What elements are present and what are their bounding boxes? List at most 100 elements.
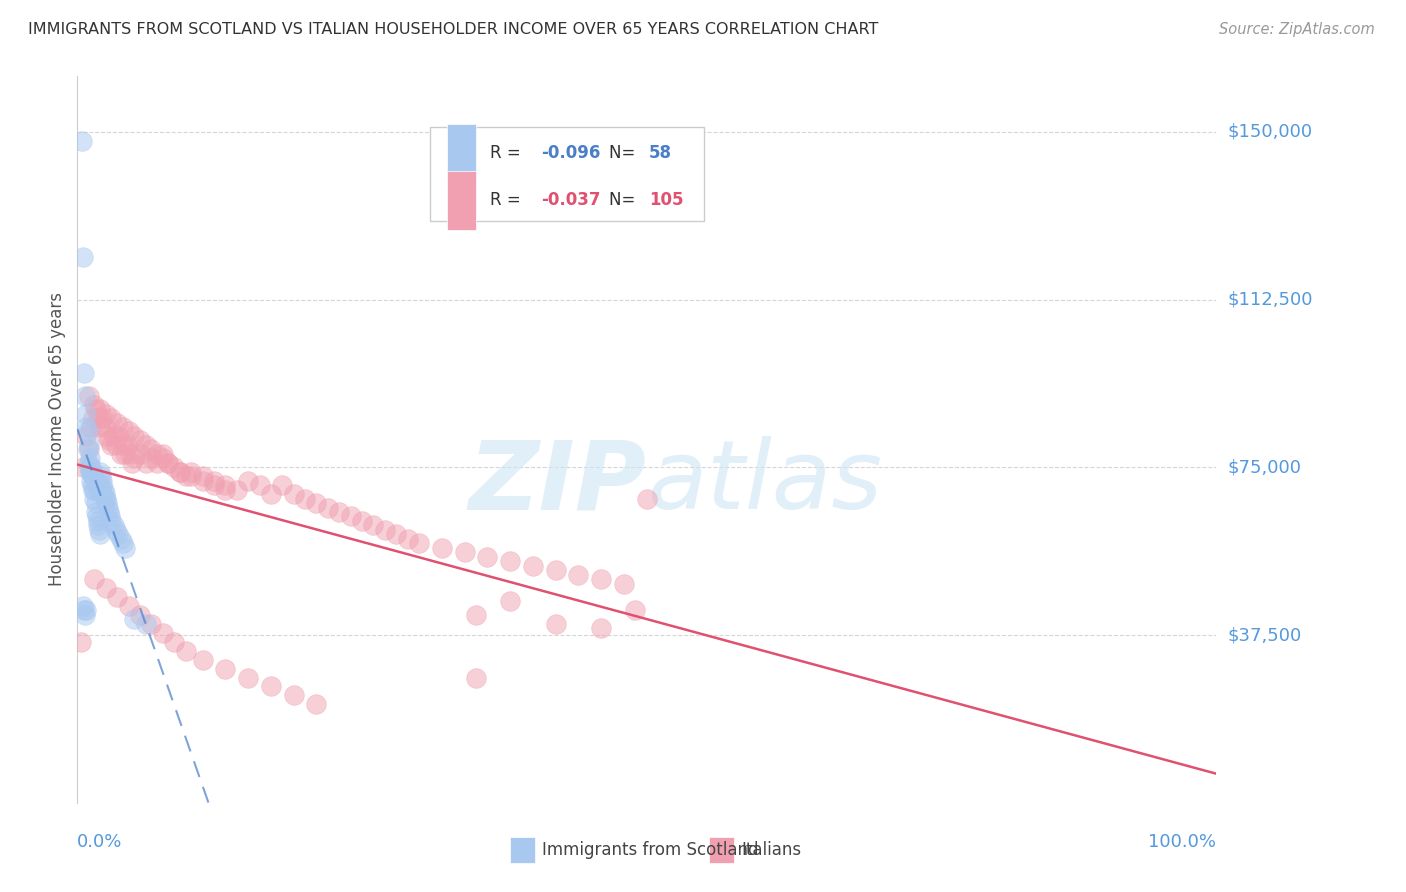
Point [97,500,120,515]
Point [72,250,94,264]
Point [82,469,104,483]
Point [86,509,108,524]
Point [93,420,115,434]
Point [396,532,419,546]
Point [464,671,488,685]
Point [225,483,247,497]
Point [499,554,522,568]
Point [567,567,589,582]
Point [191,474,214,488]
Text: Italians: Italians [741,841,801,859]
Point [83,483,105,497]
Point [141,451,163,466]
Point [82,465,104,479]
Point [363,518,385,533]
Point [283,487,305,501]
Point [93,491,115,506]
Point [522,558,544,573]
Point [82,483,104,497]
Point [408,536,430,550]
Text: R =: R = [489,145,526,162]
Point [87,523,110,537]
Point [91,478,114,492]
Point [83,398,105,412]
Text: IMMIGRANTS FROM SCOTLAND VS ITALIAN HOUSEHOLDER INCOME OVER 65 YEARS CORRELATION: IMMIGRANTS FROM SCOTLAND VS ITALIAN HOUS… [28,22,879,37]
Point [105,590,128,604]
Point [135,438,157,452]
Point [135,616,157,631]
Point [82,478,104,492]
Point [89,527,111,541]
Point [96,496,118,510]
Text: R =: R = [489,192,526,210]
Point [110,532,132,546]
Point [87,411,110,425]
Point [91,411,114,425]
Point [77,460,100,475]
Point [83,491,105,506]
Point [80,465,103,479]
Point [328,505,350,519]
Point [72,460,94,475]
Point [499,594,522,608]
Point [96,429,118,443]
Point [98,434,121,448]
Point [82,411,104,425]
Point [169,465,191,479]
Point [339,509,361,524]
Point [75,407,97,421]
Point [453,545,475,559]
Point [260,487,283,501]
Point [75,429,97,443]
Point [152,625,174,640]
Text: ZIP: ZIP [468,436,647,530]
Point [180,465,202,479]
Text: $75,000: $75,000 [1227,458,1302,476]
Y-axis label: Householder Income Over 65 years: Householder Income Over 65 years [48,293,66,586]
Point [93,483,115,497]
Point [114,541,136,555]
Point [271,478,294,492]
Point [110,447,132,461]
Bar [447,124,477,182]
Point [146,447,169,461]
Text: 58: 58 [650,145,672,162]
Point [105,416,128,430]
Point [163,634,186,648]
Point [624,603,647,617]
Point [174,643,197,657]
Point [118,447,141,461]
Point [79,465,101,479]
Point [103,518,125,533]
Point [75,420,97,434]
Point [636,491,658,506]
Point [117,438,139,452]
Point [93,487,115,501]
Point [544,616,567,631]
Text: 105: 105 [650,192,683,210]
Point [591,572,613,586]
Text: 100.0%: 100.0% [1149,833,1216,851]
Point [70,134,93,148]
Point [385,527,408,541]
Point [91,474,114,488]
Point [121,456,143,470]
Point [191,653,214,667]
Point [94,491,117,506]
Point [180,469,202,483]
Point [124,451,146,466]
Bar [430,127,704,221]
Bar [447,171,477,229]
Point [87,518,110,533]
Point [236,671,259,685]
Point [430,541,453,555]
Point [77,438,100,452]
Text: N=: N= [609,145,641,162]
Point [89,402,111,417]
Point [107,527,129,541]
Point [152,451,174,466]
Point [249,478,271,492]
Point [75,389,97,403]
Point [80,460,103,475]
Point [124,429,146,443]
